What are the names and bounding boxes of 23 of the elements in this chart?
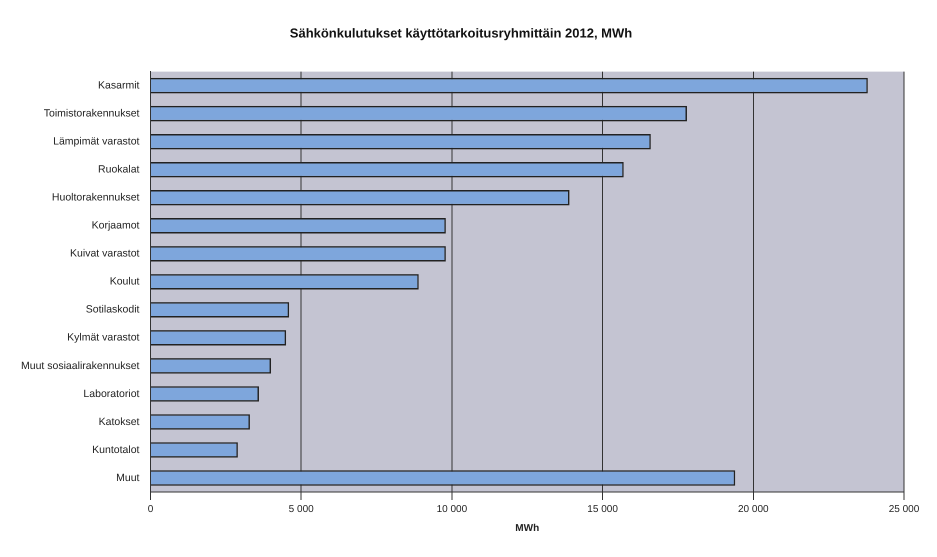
x-tick-label: 20 000 (738, 504, 770, 515)
y-tick-label: Kylmät varastot (67, 332, 140, 344)
x-tick-label: 25 000 (888, 504, 920, 515)
y-tick-label: Lämpimät varastot (53, 136, 140, 148)
y-tick-label: Kasarmit (98, 80, 140, 92)
y-tick-label: Sotilaskodit (86, 304, 140, 316)
y-tick-label: Muut (116, 472, 140, 484)
x-tick-label: 10 000 (436, 504, 468, 515)
y-tick-label: Huoltorakennukset (52, 192, 140, 204)
chart-title: Sähkönkulutukset käyttötarkoitusryhmittäin 2012, MWh (290, 25, 632, 40)
y-tick-label: Koulut (110, 276, 140, 288)
x-tick-label: 15 000 (587, 504, 618, 515)
x-tick-label: 0 (148, 504, 154, 515)
y-tick-label: Korjaamot (92, 220, 140, 232)
x-axis-title: MWh (515, 522, 540, 534)
y-tick-label: Katokset (98, 416, 140, 428)
y-tick-label: Kuivat varastot (70, 248, 140, 260)
y-tick-label: Toimistorakennukset (44, 108, 140, 120)
y-tick-label: Ruokalat (98, 164, 140, 176)
y-tick-label: Kuntotalot (92, 444, 140, 456)
y-tick-label: Laboratoriot (83, 388, 140, 400)
x-tick-label: 5 000 (288, 504, 314, 515)
y-tick-label: Muut sosiaalirakennukset (20, 360, 140, 372)
